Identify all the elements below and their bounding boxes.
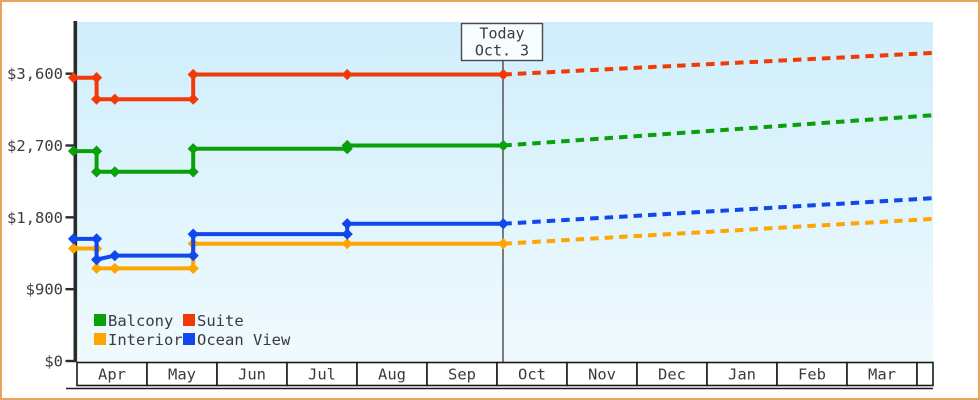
month-label: Oct — [518, 366, 546, 384]
month-label: Feb — [798, 366, 826, 384]
plot-background — [77, 22, 933, 362]
y-tick-label: $2,700 — [7, 137, 63, 155]
data-point-balcony — [91, 166, 103, 178]
data-point-interior — [187, 262, 199, 275]
y-tick-label: $1,800 — [7, 209, 63, 227]
y-axis-ticks: $3,600 $2,700 $1,800 $900 $0 — [7, 65, 75, 371]
legend-label-suite: Suite — [197, 312, 244, 330]
data-point-suite — [109, 93, 121, 105]
data-point-ocean-view — [187, 250, 199, 262]
legend: Balcony Suite Interior Ocean View — [94, 312, 291, 349]
y-tick-label: $0 — [44, 353, 63, 371]
y-tick-label: $3,600 — [7, 65, 63, 83]
month-label: Sep — [448, 366, 476, 384]
data-point-balcony — [67, 145, 80, 157]
legend-swatch-interior-icon — [94, 333, 106, 345]
data-point-suite — [91, 93, 103, 105]
month-label: Jan — [728, 366, 756, 384]
month-label: Aug — [378, 366, 406, 384]
data-point-balcony — [187, 143, 199, 155]
legend-item-balcony: Balcony — [94, 312, 173, 330]
data-point-suite — [91, 72, 103, 84]
data-point-suite — [341, 68, 353, 81]
month-label: May — [168, 366, 196, 384]
data-point-balcony — [341, 139, 353, 152]
data-point-suite — [187, 93, 199, 105]
data-point-balcony — [109, 166, 121, 178]
data-point-ocean-view — [187, 228, 199, 240]
data-point-ocean-view — [91, 254, 103, 266]
legend-label-balcony: Balcony — [108, 312, 173, 330]
month-cell-partial — [916, 361, 934, 387]
month-label: Apr — [98, 366, 126, 384]
data-point-interior — [497, 238, 509, 250]
legend-item-ocean-view: Ocean View — [183, 331, 291, 349]
legend-item-suite: Suite — [183, 312, 244, 330]
data-point-suite — [187, 68, 199, 81]
y-tick-label: $900 — [26, 281, 63, 299]
legend-swatch-ocean-view-icon — [183, 333, 195, 345]
data-point-interior — [109, 262, 121, 275]
today-box — [460, 22, 544, 62]
data-point-interior — [67, 242, 80, 255]
month-label: Jun — [238, 366, 266, 384]
month-label: Mar — [868, 366, 896, 384]
data-point-suite — [67, 72, 80, 84]
legend-label-interior: Interior — [108, 331, 183, 349]
data-point-ocean-view — [109, 250, 121, 262]
data-point-ocean-view — [341, 218, 353, 230]
month-label: Dec — [658, 366, 686, 384]
today-label: Today — [479, 25, 524, 43]
today-date: Oct. 3 — [475, 42, 529, 60]
legend-item-interior: Interior — [94, 331, 183, 349]
data-point-ocean-view — [341, 228, 353, 240]
data-point-balcony — [187, 166, 199, 178]
data-point-interior — [341, 238, 353, 250]
data-point-ocean-view — [497, 218, 509, 230]
series-layer — [67, 50, 934, 275]
month-label: Jul — [308, 366, 336, 384]
data-point-interior — [91, 262, 103, 275]
data-point-suite — [497, 68, 509, 81]
data-point-balcony — [497, 139, 509, 152]
data-point-ocean-view — [91, 233, 103, 245]
today-annotation: Today Oct. 3 — [460, 22, 544, 62]
month-label: Nov — [588, 366, 616, 384]
legend-swatch-suite-icon — [183, 314, 195, 326]
data-point-balcony — [91, 145, 103, 157]
x-axis-months: Apr May Jun Jul Aug Sep Oct Nov Dec Jan Feb Mar — [66, 361, 934, 390]
legend-swatch-balcony-icon — [94, 314, 106, 326]
data-point-ocean-view — [67, 233, 80, 245]
legend-label-ocean-view: Ocean View — [197, 331, 291, 349]
